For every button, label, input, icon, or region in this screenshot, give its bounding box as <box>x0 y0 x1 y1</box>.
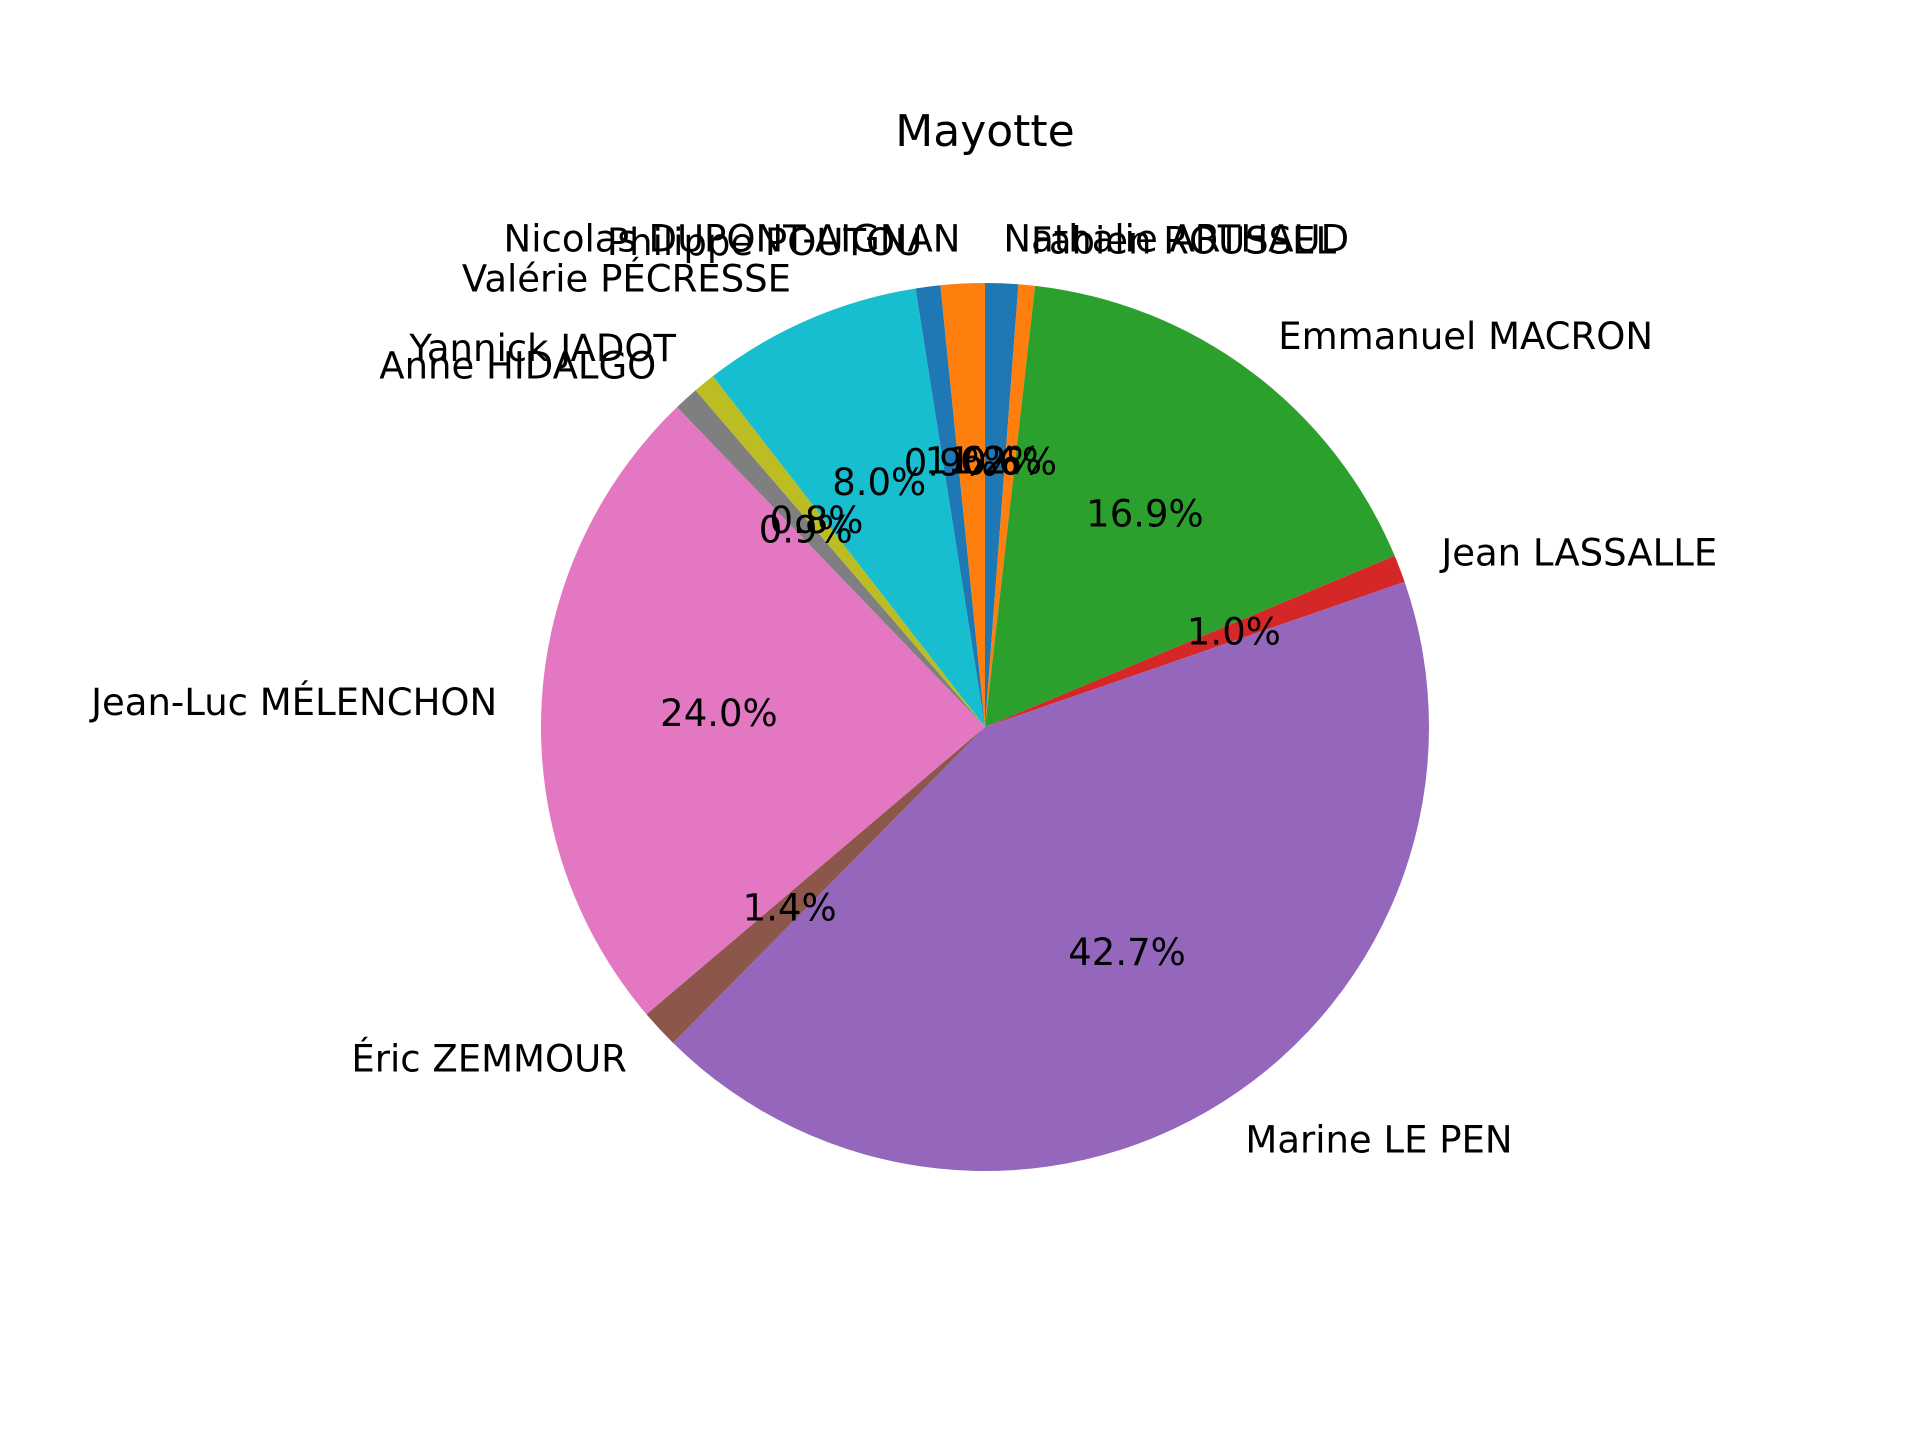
pie-slice-valerie-pecresse <box>712 288 985 727</box>
pie-slice-eric-zemmour <box>646 727 985 1043</box>
pie-slice-label: Nathalie ARTHAUD <box>1003 217 1349 260</box>
pie-slice-marine-le-pen <box>673 581 1430 1172</box>
pie-percent-label: 0.6% <box>963 440 1057 483</box>
pie-percent-label: 1.6% <box>925 439 1019 482</box>
pie-slices <box>541 283 1430 1172</box>
pie-percent-label: 0.8% <box>769 499 863 542</box>
pie-slice-label: Emmanuel MACRON <box>1278 315 1653 358</box>
pie-percent-label: 8.0% <box>832 461 926 504</box>
pie-percent-label: 0.9% <box>904 441 998 484</box>
pie-slice-jean-luc-melenchon <box>541 407 985 1015</box>
chart-title: Mayotte <box>895 106 1074 157</box>
pie-slice-anne-hidalgo <box>677 390 985 727</box>
pie-slice-label: Marine LE PEN <box>1245 1119 1512 1162</box>
pie-slice-label: Éric ZEMMOUR <box>351 1037 626 1081</box>
pie-percent-label: 1.0% <box>1187 611 1281 654</box>
pie-slice-fabien-roussel <box>985 284 1036 727</box>
pie-slice-label: Valérie PÉCRESSE <box>462 256 791 300</box>
pie-percent-label: 24.0% <box>660 692 778 735</box>
pie-percent-label: 0.9% <box>759 508 853 551</box>
pie-slice-label: Anne HIDALGO <box>379 344 656 387</box>
pie-slice-label: Jean LASSALLE <box>1439 531 1717 574</box>
pie-slice-nathalie-arthaud <box>985 283 1019 727</box>
pie-slice-jean-lassalle <box>985 555 1405 727</box>
pie-percent-label: 1.2% <box>948 439 1042 482</box>
pie-slice-label: Yannick JADOT <box>408 327 676 370</box>
pie-slice-label: Jean-Luc MÉLENCHON <box>89 680 497 724</box>
pie-slice-yannick-jadot <box>695 376 985 727</box>
pie-percent-label: 42.7% <box>1068 931 1186 974</box>
pie-slice-philippe-poutou <box>915 285 985 727</box>
pie-percent-label: 1.4% <box>743 887 837 930</box>
pie-slice-label: Nicolas DUPONT-AIGNAN <box>504 218 961 261</box>
pie-slice-nicolas-dupont-aignan <box>940 283 985 727</box>
pie-slice-emmanuel-macron <box>985 285 1395 727</box>
pie-slice-label: Philippe POUTOU <box>607 221 922 264</box>
pie-slice-label: Fabien ROUSSEL <box>1031 219 1337 262</box>
pie-percent-labels: 1.2%0.6%16.9%1.0%42.7%1.4%24.0%0.9%0.8%8… <box>660 439 1281 974</box>
pie-percent-label: 16.9% <box>1086 492 1204 535</box>
